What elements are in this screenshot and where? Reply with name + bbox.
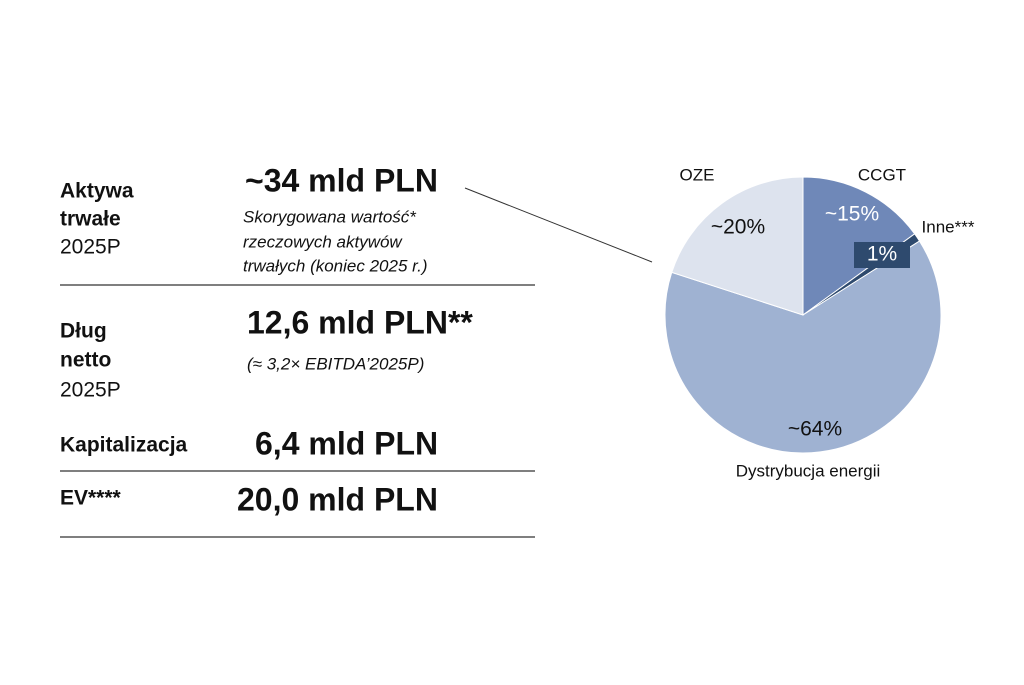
connector [464, 187, 653, 263]
metric-value: 6,4 mld PLN [255, 425, 438, 461]
metric-label: Aktywa [60, 180, 134, 203]
value-label: ~20% [711, 216, 765, 239]
metric-label: EV**** [60, 487, 122, 510]
metric-label: Kapitalizacja [60, 434, 188, 457]
metrics: Aktywa trwałe 2025P ~34 mld PLN Skorygow… [60, 162, 535, 538]
metric-value: 12,6 mld PLN** [247, 304, 473, 340]
slice-label: Dystrybucja energii [736, 461, 881, 480]
slice-label: OZE [680, 165, 715, 184]
value-label: ~64% [788, 418, 842, 441]
metric-value: 20,0 mld PLN [237, 481, 438, 517]
metric-note: (≈ 3,2× EBITDA’2025P) [247, 354, 424, 373]
label-box [854, 242, 910, 268]
metric-label: trwałe [60, 208, 121, 231]
metric-period: 2025P [60, 379, 121, 402]
metric-note: Skorygowana wartość* [243, 207, 417, 226]
slice-label: Inne*** [922, 217, 975, 236]
metric-label: Dług [60, 320, 107, 343]
metric-value: ~34 mld PLN [245, 162, 438, 198]
metric-note: rzeczowych aktywów [243, 232, 403, 251]
metric-note: trwałych (koniec 2025 r.) [243, 256, 428, 275]
slice-label: CCGT [858, 165, 906, 184]
pie-chart: CCGT ~15% Inne*** 1% Dystrybucja energii ~64%… [664, 165, 975, 480]
metric-label: netto [60, 349, 111, 372]
metric-period: 2025P [60, 236, 121, 259]
pie-slice [664, 240, 942, 454]
value-label: ~15% [825, 203, 879, 226]
pie-slice [671, 176, 804, 316]
value-label: 1% [867, 243, 897, 266]
